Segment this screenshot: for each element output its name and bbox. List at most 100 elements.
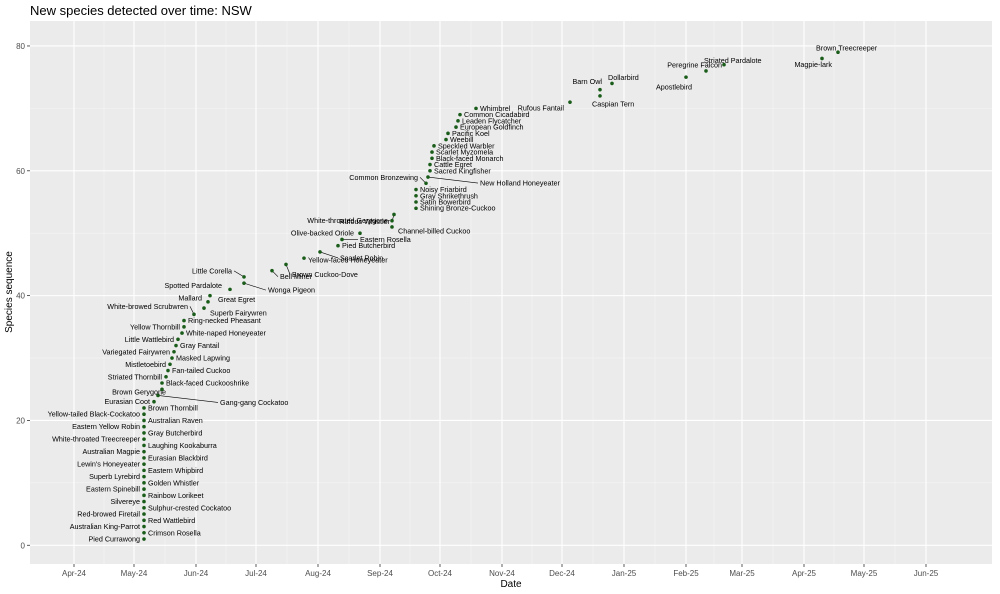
point-label: White-throated Treecreeper	[52, 435, 140, 444]
data-point	[208, 293, 212, 298]
data-point	[142, 431, 146, 435]
x-tick-label: Sep-24	[367, 569, 393, 578]
point-label: Pied Currawong	[88, 535, 140, 544]
point-label: Eurasian Coot	[104, 397, 150, 406]
data-point	[142, 481, 146, 485]
leader-line	[233, 270, 245, 278]
data-point	[164, 374, 168, 379]
data-point	[432, 144, 436, 148]
data-point	[142, 530, 146, 535]
x-tick-label: Oct-24	[428, 569, 453, 578]
y-tick-label: 40	[16, 292, 25, 301]
point-label: Lewin's Honeyeater	[77, 460, 141, 469]
point-label: New Holland Honeyeater	[480, 179, 561, 188]
data-point	[170, 356, 174, 360]
point-label: Channel-billed Cuckoo	[398, 226, 470, 235]
y-tick-label: 0	[21, 541, 26, 550]
point-label: Silvereye	[110, 497, 140, 506]
leader-line	[319, 251, 339, 259]
leader-line	[427, 176, 479, 184]
point-label: Dollarbird	[608, 73, 639, 82]
chart-title: New species detected over time: NSW	[30, 3, 252, 18]
data-point	[142, 499, 146, 504]
point-label: Black-faced Cuckooshrike	[166, 379, 249, 388]
point-label: Brown Cuckoo-Dove	[292, 270, 358, 279]
data-point	[414, 187, 418, 192]
point-label: Gray Shrikethrush	[420, 191, 478, 200]
point-label: Mallard	[178, 293, 202, 302]
x-tick-label: May-25	[851, 569, 878, 578]
point-label: Common Cicadabird	[464, 110, 530, 119]
x-axis-title: Date	[500, 579, 522, 590]
data-point	[206, 300, 210, 304]
point-label: Apostlebird	[656, 83, 692, 92]
data-point	[142, 512, 146, 516]
data-point	[142, 487, 146, 491]
point-label: Black-faced Monarch	[436, 154, 504, 163]
point-label: Olive-backed Oriole	[291, 229, 354, 238]
data-point	[336, 243, 340, 248]
point-label: Wonga Pigeon	[268, 286, 315, 295]
x-tick-label: Mar-25	[729, 569, 755, 578]
x-tick-label: Apr-25	[792, 569, 817, 578]
data-point	[142, 518, 146, 523]
point-label: Scarlet Robin	[340, 253, 383, 262]
point-label: Red-browed Firetail	[77, 510, 140, 519]
point-label: Brown Treecreeper	[816, 44, 878, 53]
data-point	[722, 62, 726, 67]
data-point	[142, 418, 146, 423]
point-label: Scarlet Myzomela	[436, 148, 493, 157]
data-point	[152, 399, 156, 404]
data-point	[174, 343, 178, 348]
data-point	[684, 75, 688, 79]
point-label: Eastern Rosella	[360, 235, 411, 244]
point-label: Eurasian Blackbird	[148, 453, 208, 462]
data-point	[428, 168, 432, 173]
data-point	[444, 137, 448, 142]
data-point	[142, 437, 146, 441]
data-point	[142, 462, 146, 466]
x-tick-label: Feb-25	[673, 569, 699, 578]
point-label: Yellow-tailed Black-Cockatoo	[48, 410, 140, 419]
point-label: Pacific Koel	[452, 129, 490, 138]
point-label: Sacred Kingfisher	[434, 166, 491, 175]
x-tick-label: Aug-24	[305, 569, 331, 578]
data-point	[390, 218, 394, 223]
point-label: Yellow-faced Honeyeater	[308, 256, 388, 265]
data-point	[430, 156, 434, 161]
data-point	[166, 368, 170, 373]
data-point	[142, 412, 146, 417]
data-point	[142, 493, 146, 498]
data-point	[156, 393, 160, 398]
point-label: Noisy Friarbird	[420, 185, 467, 194]
point-label: Eastern Whipbird	[148, 466, 203, 475]
data-point	[414, 206, 418, 211]
data-point	[284, 262, 288, 267]
point-label: Brown Thornbill	[148, 403, 198, 412]
data-points	[142, 50, 840, 541]
x-tick-label: Jan-25	[612, 569, 637, 578]
point-label: Spotted Pardalote	[164, 281, 222, 290]
point-label: Little Corella	[192, 266, 232, 275]
point-label: Caspian Tern	[592, 99, 634, 108]
point-label: Great Egret	[218, 295, 255, 304]
data-point	[704, 69, 708, 73]
data-point	[228, 287, 232, 292]
grid-lines	[30, 21, 992, 564]
point-label: Gray Butcherbird	[148, 428, 202, 437]
point-label: Laughing Kookaburra	[148, 441, 217, 450]
data-point	[142, 468, 146, 473]
point-label: Eastern Spinebill	[86, 485, 140, 494]
data-point	[142, 506, 146, 510]
data-point	[160, 381, 164, 385]
point-label: Eastern Yellow Robin	[72, 422, 140, 431]
data-point	[142, 449, 146, 454]
point-label: Striated Pardalote	[704, 56, 762, 65]
point-label: Whimbrel	[480, 104, 511, 113]
data-point	[172, 349, 176, 354]
data-point	[446, 131, 450, 136]
point-label: European Goldfinch	[460, 123, 524, 132]
y-tick-label: 80	[16, 42, 25, 51]
point-label: Superb Fairywren	[210, 309, 267, 318]
data-point	[414, 200, 418, 204]
